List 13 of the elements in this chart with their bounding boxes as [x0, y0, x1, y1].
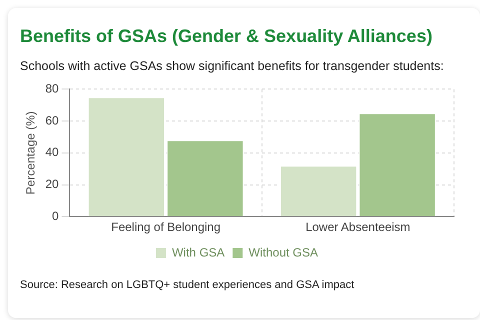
y-tick-label: 80	[45, 82, 60, 96]
x-tick-label: Lower Absenteeism	[306, 220, 410, 234]
chart-subtitle: Schools with active GSAs show significant benefits for transgender students:	[20, 59, 445, 73]
y-tick-label: 40	[45, 145, 60, 160]
y-tick-label: 60	[45, 113, 60, 128]
y-tick-label: 0	[52, 208, 60, 223]
y-axis-title: Percentage (%)	[24, 111, 38, 195]
chart-title: Benefits of GSAs (Gender & Sexuality Alliances)	[20, 26, 434, 47]
y-tick-label: 20	[45, 177, 60, 192]
source-note: Source: Research on LGBTQ+ student experiences and GSA impact	[20, 279, 356, 291]
legend-label: Without GSA	[248, 245, 318, 260]
legend-label: With GSA	[172, 245, 225, 260]
x-tick-label: Feeling of Belonging	[111, 220, 221, 234]
